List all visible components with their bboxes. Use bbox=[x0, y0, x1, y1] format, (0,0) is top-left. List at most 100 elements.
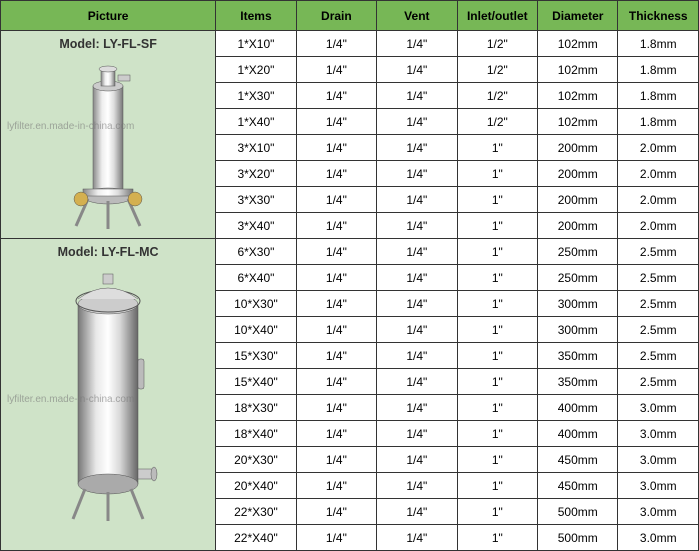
cell-vent: 1/4" bbox=[377, 109, 457, 135]
cell-items: 18*X30" bbox=[216, 395, 296, 421]
header-vent: Vent bbox=[377, 1, 457, 31]
cell-drain: 1/4" bbox=[296, 317, 376, 343]
cell-vent: 1/4" bbox=[377, 265, 457, 291]
cell-inlet: 1" bbox=[457, 343, 537, 369]
cell-diameter: 200mm bbox=[538, 187, 618, 213]
cell-drain: 1/4" bbox=[296, 135, 376, 161]
cell-thickness: 3.0mm bbox=[618, 395, 699, 421]
cell-inlet: 1" bbox=[457, 187, 537, 213]
watermark: lyfilter.en.made-in-china.com bbox=[7, 394, 134, 405]
cell-diameter: 350mm bbox=[538, 369, 618, 395]
cell-inlet: 1" bbox=[457, 135, 537, 161]
cell-thickness: 2.5mm bbox=[618, 369, 699, 395]
cell-thickness: 3.0mm bbox=[618, 499, 699, 525]
model-label: Model: LY-FL-MC bbox=[1, 239, 215, 265]
cell-items: 22*X30" bbox=[216, 499, 296, 525]
cell-inlet: 1" bbox=[457, 317, 537, 343]
cell-items: 20*X40" bbox=[216, 473, 296, 499]
cell-inlet: 1" bbox=[457, 369, 537, 395]
cell-diameter: 450mm bbox=[538, 447, 618, 473]
cell-drain: 1/4" bbox=[296, 473, 376, 499]
cell-items: 3*X30" bbox=[216, 187, 296, 213]
cell-drain: 1/4" bbox=[296, 57, 376, 83]
cell-drain: 1/4" bbox=[296, 213, 376, 239]
cell-drain: 1/4" bbox=[296, 31, 376, 57]
cell-drain: 1/4" bbox=[296, 291, 376, 317]
cell-inlet: 1" bbox=[457, 291, 537, 317]
cell-drain: 1/4" bbox=[296, 395, 376, 421]
cell-items: 3*X20" bbox=[216, 161, 296, 187]
cell-vent: 1/4" bbox=[377, 83, 457, 109]
cell-thickness: 2.5mm bbox=[618, 291, 699, 317]
cell-diameter: 400mm bbox=[538, 421, 618, 447]
cell-items: 15*X30" bbox=[216, 343, 296, 369]
cell-diameter: 300mm bbox=[538, 291, 618, 317]
watermark: lyfilter.en.made-in-china.com bbox=[7, 121, 134, 132]
table-row: Model: LY-FL-MC lyfilter.en.made-in-chin… bbox=[1, 239, 699, 265]
cell-diameter: 102mm bbox=[538, 109, 618, 135]
cell-inlet: 1" bbox=[457, 239, 537, 265]
cell-diameter: 200mm bbox=[538, 213, 618, 239]
cell-vent: 1/4" bbox=[377, 187, 457, 213]
cell-vent: 1/4" bbox=[377, 395, 457, 421]
cell-vent: 1/4" bbox=[377, 291, 457, 317]
cell-drain: 1/4" bbox=[296, 83, 376, 109]
cell-thickness: 2.5mm bbox=[618, 239, 699, 265]
cell-thickness: 1.8mm bbox=[618, 109, 699, 135]
cell-diameter: 102mm bbox=[538, 57, 618, 83]
cell-vent: 1/4" bbox=[377, 161, 457, 187]
cell-vent: 1/4" bbox=[377, 369, 457, 395]
cell-diameter: 400mm bbox=[538, 395, 618, 421]
cell-items: 15*X40" bbox=[216, 369, 296, 395]
cell-inlet: 1" bbox=[457, 161, 537, 187]
cell-vent: 1/4" bbox=[377, 317, 457, 343]
cell-inlet: 1" bbox=[457, 213, 537, 239]
cell-thickness: 2.0mm bbox=[618, 187, 699, 213]
model-cell: Model: LY-FL-MC lyfilter.en.made-in-chin… bbox=[1, 239, 216, 551]
cell-thickness: 3.0mm bbox=[618, 421, 699, 447]
header-items: Items bbox=[216, 1, 296, 31]
cell-inlet: 1/2" bbox=[457, 31, 537, 57]
cell-items: 3*X40" bbox=[216, 213, 296, 239]
cell-thickness: 3.0mm bbox=[618, 473, 699, 499]
cell-diameter: 350mm bbox=[538, 343, 618, 369]
model-cell: Model: LY-FL-SF lyfilter.en.made-in-chin… bbox=[1, 31, 216, 239]
header-row: Picture Items Drain Vent Inlet/outlet Di… bbox=[1, 1, 699, 31]
cell-diameter: 450mm bbox=[538, 473, 618, 499]
cell-drain: 1/4" bbox=[296, 447, 376, 473]
table-row: Model: LY-FL-SF lyfilter.en.made-in-chin… bbox=[1, 31, 699, 57]
cell-items: 1*X40" bbox=[216, 109, 296, 135]
cell-items: 10*X30" bbox=[216, 291, 296, 317]
cell-thickness: 2.0mm bbox=[618, 135, 699, 161]
cell-inlet: 1/2" bbox=[457, 57, 537, 83]
cell-diameter: 500mm bbox=[538, 499, 618, 525]
cell-vent: 1/4" bbox=[377, 421, 457, 447]
cell-thickness: 2.0mm bbox=[618, 161, 699, 187]
cell-diameter: 250mm bbox=[538, 265, 618, 291]
cell-vent: 1/4" bbox=[377, 343, 457, 369]
cell-diameter: 102mm bbox=[538, 31, 618, 57]
cell-thickness: 2.5mm bbox=[618, 265, 699, 291]
header-drain: Drain bbox=[296, 1, 376, 31]
cell-drain: 1/4" bbox=[296, 187, 376, 213]
cell-vent: 1/4" bbox=[377, 499, 457, 525]
cell-inlet: 1" bbox=[457, 447, 537, 473]
cell-drain: 1/4" bbox=[296, 421, 376, 447]
cell-thickness: 3.0mm bbox=[618, 447, 699, 473]
cell-drain: 1/4" bbox=[296, 239, 376, 265]
cell-inlet: 1/2" bbox=[457, 83, 537, 109]
cell-diameter: 200mm bbox=[538, 135, 618, 161]
cell-drain: 1/4" bbox=[296, 343, 376, 369]
table-body: Model: LY-FL-SF lyfilter.en.made-in-chin… bbox=[1, 31, 699, 551]
cell-diameter: 102mm bbox=[538, 83, 618, 109]
cell-drain: 1/4" bbox=[296, 161, 376, 187]
cell-vent: 1/4" bbox=[377, 473, 457, 499]
cell-vent: 1/4" bbox=[377, 213, 457, 239]
cell-drain: 1/4" bbox=[296, 265, 376, 291]
cell-thickness: 2.0mm bbox=[618, 213, 699, 239]
cell-thickness: 1.8mm bbox=[618, 83, 699, 109]
product-image-sf bbox=[48, 61, 168, 236]
cell-inlet: 1" bbox=[457, 499, 537, 525]
header-inlet: Inlet/outlet bbox=[457, 1, 537, 31]
model-label: Model: LY-FL-SF bbox=[1, 31, 215, 57]
